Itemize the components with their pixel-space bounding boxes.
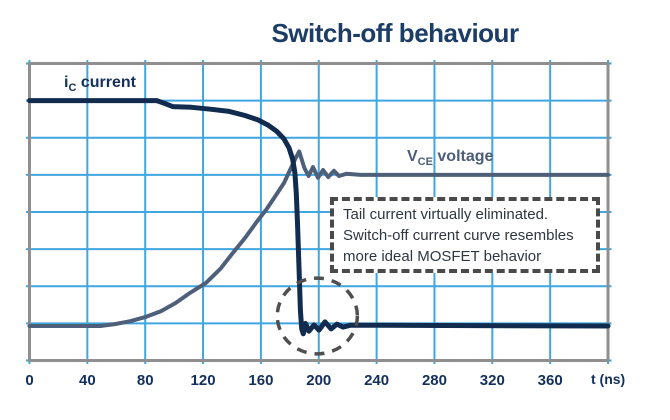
x-tick-label: 0 [25,372,34,389]
tail-current-highlight-circle [275,276,360,356]
voltage-label-subscript: CE [417,156,433,169]
x-tick-label: 200 [306,372,332,389]
voltage-label-text: voltage [432,148,494,165]
annotation-callout: Tail current virtually eliminated. Switc… [330,197,600,273]
plot-frame [28,62,610,362]
voltage-label-symbol: V [407,148,418,165]
current-label-text: current [76,74,136,91]
current-curve-label: iC current [64,74,136,94]
x-tick-label: 360 [537,372,563,389]
vce-voltage-curve [27,149,610,328]
x-tick-label: 120 [190,372,216,389]
ic-current-curve [27,98,611,337]
x-tick-label: 320 [479,372,505,389]
voltage-curve-label: VCE voltage [407,148,493,168]
annotation-line: Switch-off current curve resembles [343,227,574,244]
current-label-symbol: i [64,74,69,91]
annotation-line: Tail current virtually eliminated. [343,206,549,223]
x-axis-unit-label: t (ns) [591,371,626,387]
x-tick-label: 40 [79,372,96,389]
x-tick-label: 80 [136,372,154,389]
current-label-subscript: C [68,82,77,95]
x-tick-label: 240 [364,372,390,389]
x-tick-label: 160 [248,372,274,389]
annotation-line: more ideal MOSFET behavior [343,248,542,265]
chart-title: Switch-off behaviour [271,18,519,48]
x-tick-label: 280 [421,372,447,389]
